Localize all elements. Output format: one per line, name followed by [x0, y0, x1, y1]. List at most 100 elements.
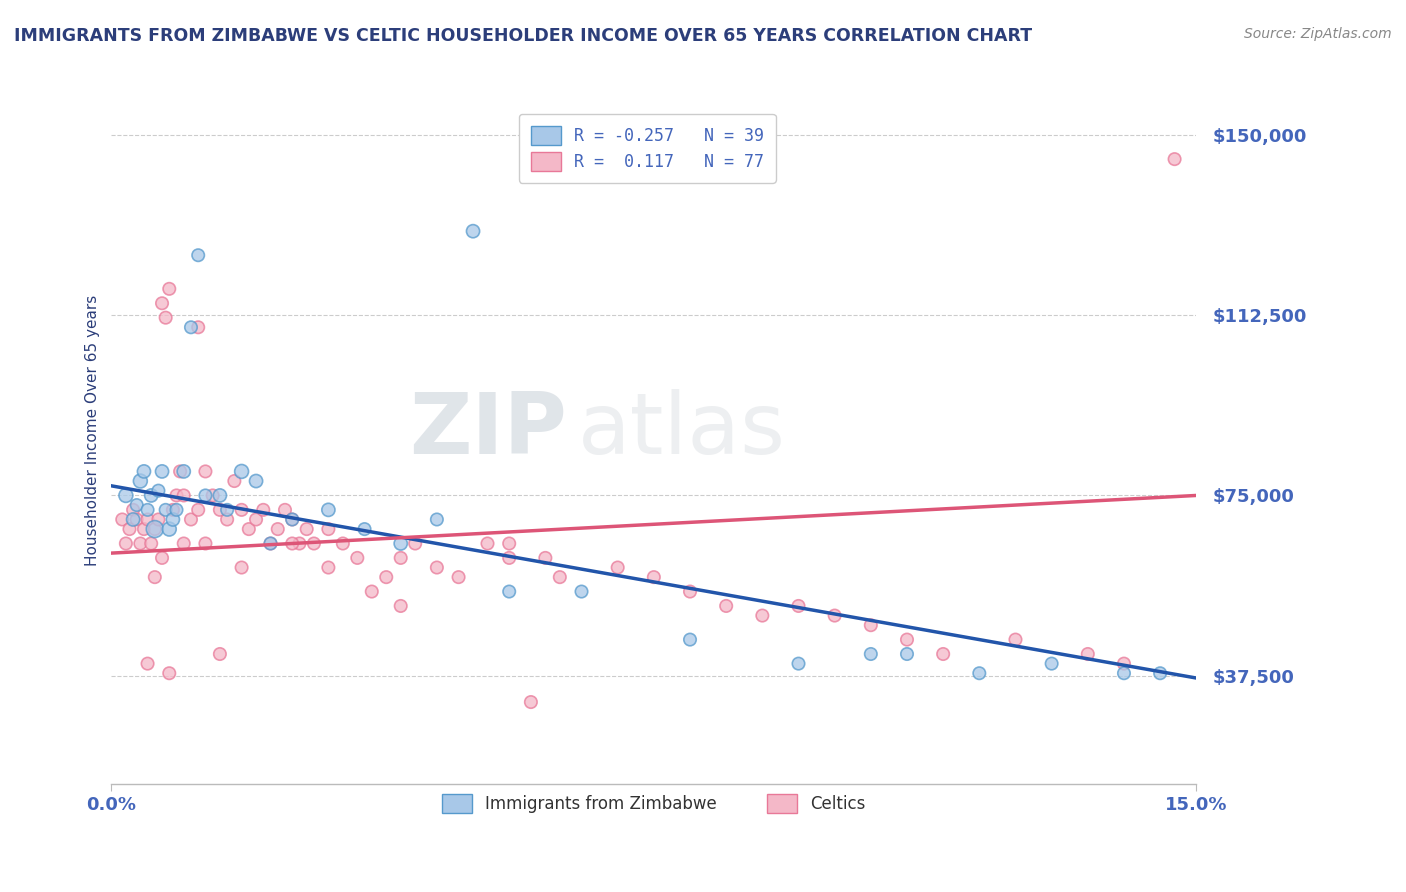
Point [896, 647, 918, 661]
Point [353, 522, 375, 536]
Point [787, 599, 810, 613]
Point [477, 536, 499, 550]
Point [187, 503, 209, 517]
Point [132, 465, 155, 479]
Point [969, 666, 991, 681]
Point [281, 536, 304, 550]
Point [166, 488, 188, 502]
Point [1163, 152, 1185, 166]
Point [375, 570, 398, 584]
Point [194, 536, 217, 550]
Point [643, 570, 665, 584]
Point [245, 474, 267, 488]
Point [571, 584, 593, 599]
Point [141, 536, 163, 550]
Point [148, 483, 170, 498]
Point [208, 647, 231, 661]
Point [679, 584, 702, 599]
Point [259, 536, 281, 550]
Point [208, 503, 231, 517]
Point [1040, 657, 1063, 671]
Point [194, 465, 217, 479]
Text: ZIP: ZIP [409, 389, 567, 472]
Text: IMMIGRANTS FROM ZIMBABWE VS CELTIC HOUSEHOLDER INCOME OVER 65 YEARS CORRELATION : IMMIGRANTS FROM ZIMBABWE VS CELTIC HOUSE… [14, 27, 1032, 45]
Point [173, 465, 195, 479]
Point [389, 550, 412, 565]
Text: Source: ZipAtlas.com: Source: ZipAtlas.com [1244, 27, 1392, 41]
Point [141, 488, 163, 502]
Point [606, 560, 628, 574]
Point [520, 695, 543, 709]
Point [1112, 666, 1135, 681]
Point [461, 224, 484, 238]
Point [122, 512, 145, 526]
Point [498, 550, 520, 565]
Point [169, 465, 191, 479]
Point [231, 465, 253, 479]
Point [288, 536, 311, 550]
Point [238, 522, 260, 536]
Point [447, 570, 470, 584]
Point [157, 282, 180, 296]
Point [498, 584, 520, 599]
Point [136, 512, 159, 526]
Point [136, 657, 159, 671]
Point [404, 536, 426, 550]
Point [115, 488, 138, 502]
Point [346, 550, 368, 565]
Point [932, 647, 955, 661]
Point [148, 512, 170, 526]
Point [136, 503, 159, 517]
Point [122, 503, 145, 517]
Point [155, 310, 177, 325]
Point [143, 522, 166, 536]
Point [129, 474, 152, 488]
Point [389, 599, 412, 613]
Point [115, 536, 138, 550]
Point [295, 522, 318, 536]
Point [318, 560, 340, 574]
Point [129, 536, 152, 550]
Point [787, 657, 810, 671]
Point [859, 618, 882, 632]
Point [231, 503, 253, 517]
Point [1004, 632, 1026, 647]
Point [302, 536, 325, 550]
Point [187, 248, 209, 262]
Point [162, 503, 184, 517]
Point [389, 536, 412, 550]
Point [1149, 666, 1171, 681]
Point [194, 488, 217, 502]
Point [426, 512, 449, 526]
Point [173, 488, 195, 502]
Point [166, 503, 188, 517]
Point [111, 512, 134, 526]
Point [150, 550, 173, 565]
Legend: Immigrants from Zimbabwe, Celtics: Immigrants from Zimbabwe, Celtics [430, 782, 877, 825]
Point [157, 666, 180, 681]
Point [281, 512, 304, 526]
Point [125, 498, 148, 512]
Point [534, 550, 557, 565]
Point [548, 570, 571, 584]
Point [143, 570, 166, 584]
Point [187, 320, 209, 334]
Point [157, 522, 180, 536]
Point [318, 522, 340, 536]
Point [180, 512, 202, 526]
Point [125, 512, 148, 526]
Point [118, 522, 141, 536]
Point [751, 608, 773, 623]
Point [1077, 647, 1099, 661]
Point [155, 503, 177, 517]
Point [281, 512, 304, 526]
Point [217, 512, 239, 526]
Point [173, 536, 195, 550]
Point [824, 608, 846, 623]
Point [1112, 657, 1135, 671]
Point [150, 465, 173, 479]
Point [143, 522, 166, 536]
Point [231, 560, 253, 574]
Point [150, 296, 173, 310]
Point [318, 503, 340, 517]
